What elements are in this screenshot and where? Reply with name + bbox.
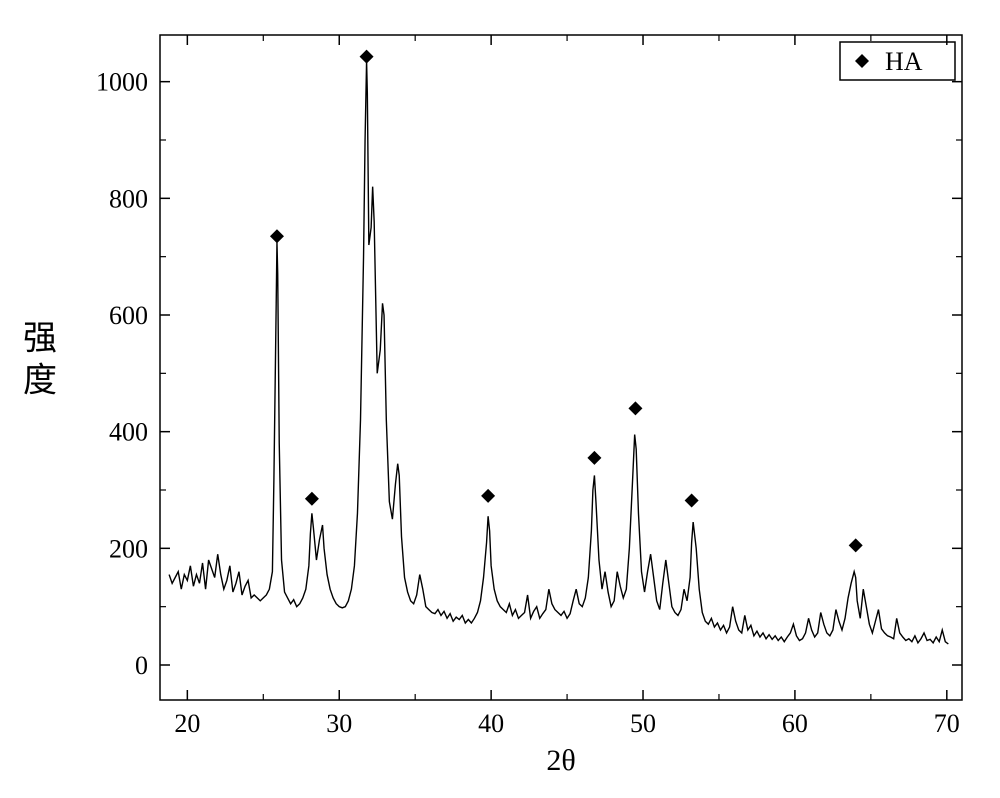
x-tick-label: 30	[326, 709, 352, 738]
y-tick-label: 0	[135, 651, 148, 680]
xrd-chart: 20 30 40 50 60 70 0 200 400 600 800 1000 HA 2θ 强度	[0, 0, 1000, 798]
peak-marker-diamond	[360, 50, 374, 64]
y-tick-label: 400	[109, 418, 148, 447]
peak-marker-diamond	[849, 538, 863, 552]
y-tick-label: 600	[109, 301, 148, 330]
y-tick-label: 1000	[96, 68, 148, 97]
peak-marker-diamond	[685, 494, 699, 508]
y-axis-label-char: 度	[23, 362, 57, 400]
x-axis-label: 2θ	[546, 744, 575, 777]
x-tick-label: 20	[174, 709, 200, 738]
x-tick-label: 50	[630, 709, 656, 738]
y-tick-label: 800	[109, 184, 148, 213]
xrd-curve	[169, 61, 948, 644]
peak-marker-diamond	[481, 489, 495, 503]
x-tick-label: 40	[478, 709, 504, 738]
legend-label: HA	[885, 47, 923, 76]
peak-marker-diamond	[270, 229, 284, 243]
y-tick-label: 200	[109, 534, 148, 563]
peak-marker-diamond	[628, 401, 642, 415]
chart-svg: 20 30 40 50 60 70 0 200 400 600 800 1000 HA 2θ 强度	[0, 0, 1000, 798]
peak-marker-diamond	[587, 451, 601, 465]
legend-marker-diamond	[855, 54, 869, 68]
plot-frame	[160, 35, 962, 700]
y-axis-label-char: 强	[23, 321, 57, 358]
x-tick-label: 70	[934, 709, 960, 738]
x-tick-label: 60	[782, 709, 808, 738]
peak-marker-diamond	[305, 492, 319, 506]
